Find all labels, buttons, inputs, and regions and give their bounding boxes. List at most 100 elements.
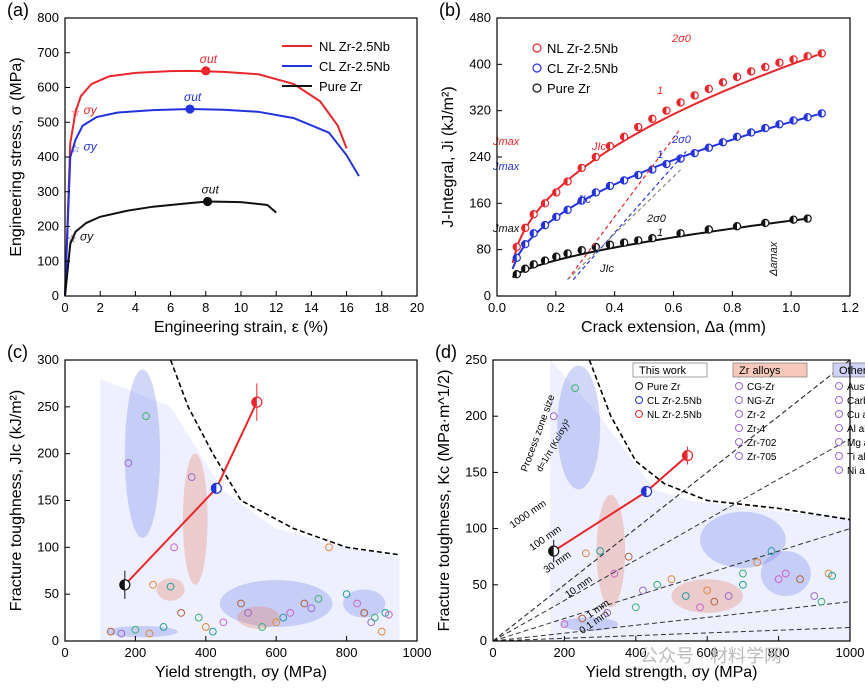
y-tick-label: 0 [52,288,59,303]
data-point-fill [606,182,610,190]
other-material-point [596,547,604,555]
marker-label: σy [84,139,98,153]
y-tick-label: 480 [469,10,491,25]
process-zone-line [492,601,851,642]
data-point-fill [648,165,653,174]
blunting-line [567,169,681,281]
this-work-point-fill [682,450,688,461]
y-tick-label: 100 [465,521,487,536]
data-point-fill [634,123,639,131]
other-material-point [106,627,115,636]
data-point-fill [592,188,596,197]
y-tick-label: 100 [37,539,59,554]
other-material-point [237,599,245,608]
legend-label: Al alloys [847,424,865,435]
other-material-point [603,609,612,617]
legend-label: Mg alloys [847,438,865,449]
data-point-fill [719,138,723,146]
other-material-point [810,592,819,600]
y-tick-label: 0 [52,633,59,648]
other-material-point [187,473,196,481]
other-material-point [360,609,369,617]
data-point-fill [564,177,568,186]
legend-marker [835,438,843,446]
data-point-fill [733,133,738,141]
y-tick-label: 300 [37,352,59,367]
legend-marker [835,382,843,390]
y-tick-label: 400 [469,56,491,71]
legend-label: Ti alloys [847,452,865,463]
other-material-point [219,618,228,627]
x-tick-label: 6 [167,300,174,315]
data-point-fill [578,197,582,205]
legend-label: Zr-705 [747,452,777,463]
other-material-point [325,543,333,552]
data-point-fill [648,115,653,123]
data-point-fill [530,229,534,237]
annotation: 2σ0 [671,134,692,146]
x-tick-label: 400 [625,645,647,660]
marker-label: σut [200,52,218,66]
y-tick-label: 200 [465,408,487,423]
other-material-point [300,599,309,608]
data-point-fill [789,55,794,64]
x-tick-label: 10 [234,300,248,315]
family-ellipse [596,494,626,608]
x-tick-label: 0.6 [664,300,682,315]
annotation: Jmax [492,136,520,148]
improvement-arrow [553,490,648,552]
data-point-fill [563,249,568,258]
y-tick-label: 50 [473,577,487,592]
x-axis-label: Yield strength, σy (MPa) [585,664,757,681]
series-line [64,200,277,297]
legend-label: Cu alloys [847,410,865,421]
legend-marker [532,63,542,73]
other-material-point [767,547,776,555]
data-point-fill [761,219,766,227]
other-material-point [377,627,386,636]
legend-marker [735,424,743,432]
data-point-fill [818,109,822,117]
legend-label: CL Zr-2.5Nb [319,59,390,74]
y-tick-label: 50 [45,586,59,601]
annotation: 1 [657,85,663,97]
other-material-point [828,571,837,580]
panel-label: (b) [439,0,461,20]
other-material-point [353,599,362,608]
family-ellipse [156,578,185,601]
y-tick-label: 0 [480,633,487,648]
legend-label: CG-Zr [747,382,775,393]
ut-marker [202,196,213,207]
plot-frame [492,359,851,642]
legend-marker [835,396,843,404]
data-point-fill [789,216,794,224]
y-tick-label: 700 [37,45,59,60]
marker-label: σut [184,90,202,104]
process-zone-label: 1000 mm [508,498,548,531]
annotation: 2σ0 [671,33,692,45]
x-tick-label: 20 [410,300,424,315]
ut-marker [185,104,195,114]
legend-marker [532,83,542,93]
y-tick-label: 80 [477,242,491,257]
other-material-point [739,580,747,589]
x-tick-label: 12 [269,300,283,315]
other-material-point [307,604,316,613]
family-ellipse [700,511,786,568]
data-point-fill [719,78,723,86]
y-axis-label: Engineering stress, σ (MPa) [8,57,25,256]
x-tick-label: 18 [375,300,389,315]
legend-label: NL Zr-2.5Nb [647,410,702,421]
other-material-point [208,627,217,636]
data-point-fill [620,238,625,247]
family-ellipse [182,453,208,585]
x-tick-label: 1000 [836,645,865,660]
watermark: 公众号 · 材料学网 [640,646,782,666]
data-point-fill [530,210,534,218]
data-point-fill [541,221,546,229]
process-zone-line [492,528,851,642]
y-tick-label: 200 [37,219,59,234]
data-point-fill [521,240,526,248]
y-tick-label: 500 [37,114,59,129]
